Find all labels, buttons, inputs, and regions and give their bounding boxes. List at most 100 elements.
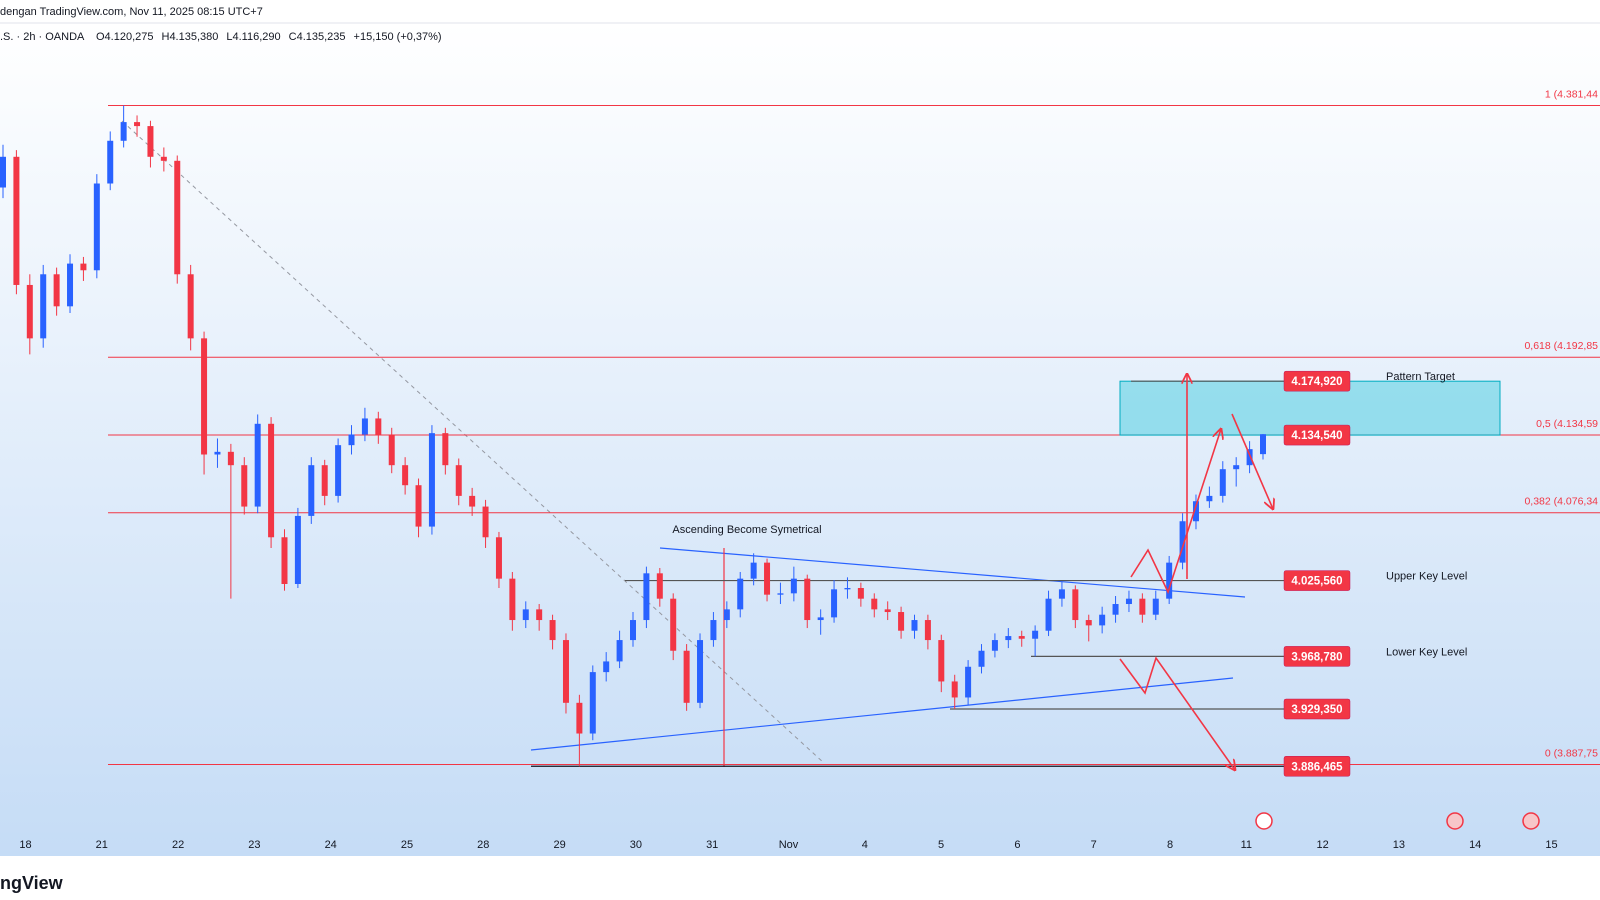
level-note: Upper Key Level — [1386, 570, 1467, 582]
price-box — [1283, 698, 1351, 720]
symbol: .S. · 2h · OANDA — [0, 31, 85, 43]
candle-body — [536, 609, 543, 621]
x-tick-label: 28 — [477, 839, 489, 851]
candle-body — [442, 433, 449, 466]
event-icon[interactable] — [1446, 812, 1464, 830]
x-tick-label: 7 — [1091, 839, 1097, 851]
candle-body — [884, 609, 891, 613]
candle-body — [227, 451, 234, 466]
candle-body — [764, 562, 771, 595]
ohlc-value: H4.135,380 — [162, 31, 219, 43]
candle-body — [951, 681, 958, 698]
candle-body — [214, 451, 221, 455]
candle-body — [187, 274, 194, 339]
x-tick-label: 5 — [938, 839, 944, 851]
candle-body — [924, 620, 931, 641]
x-tick-label: 24 — [325, 839, 337, 851]
source-text: dengan TradingView.com, Nov 11, 2025 08:… — [0, 6, 263, 18]
candle-body — [697, 640, 704, 703]
overlay: 1 (4.381,44 0,618 (4.192,85 0,5 (4.134,59 0… — [108, 88, 1600, 777]
price-box-label: 3.929,350 — [1291, 704, 1342, 716]
candle-body — [630, 620, 636, 641]
price-box-label: 3.968,780 — [1291, 651, 1342, 663]
candle-body — [1099, 614, 1106, 626]
candle-body — [26, 284, 33, 339]
candles — [0, 105, 1266, 767]
candle-body — [898, 612, 905, 631]
ohlc-value: C4.135,235 — [289, 31, 346, 43]
trend-dashed — [121, 120, 825, 764]
ohlc-row: .S. · 2h · OANDA O4.120,275 H4.135,380 L4.… — [0, 31, 442, 43]
candle-body — [777, 593, 784, 595]
candle-body — [13, 156, 20, 285]
candle-body — [750, 562, 757, 579]
candle-body — [1233, 465, 1240, 470]
candle-body — [683, 650, 690, 703]
ohlc-value: +15,150 (+0,37%) — [354, 31, 442, 43]
x-tick-label: 25 — [401, 839, 413, 851]
candle-body — [294, 515, 301, 584]
candle-body — [241, 465, 248, 507]
candle-body — [576, 702, 583, 734]
candle-body — [134, 122, 141, 127]
price-box-label: 4.174,920 — [1291, 376, 1342, 388]
candle-body — [361, 418, 368, 435]
x-tick-label: 11 — [1241, 839, 1252, 851]
candle-body — [147, 126, 154, 157]
candle-body — [831, 589, 838, 618]
ohlc-value: L4.116,290 — [226, 31, 280, 43]
candle-body — [415, 485, 422, 527]
candle-body — [120, 122, 127, 141]
candle-body — [335, 445, 342, 496]
candle-body — [857, 588, 864, 599]
candle-body — [670, 598, 677, 651]
candle-body — [1112, 604, 1119, 615]
candle-body — [375, 418, 382, 435]
x-tick-label: 31 — [706, 839, 718, 851]
candle-body — [844, 588, 851, 590]
triangle-lower — [530, 677, 1234, 751]
candle-body — [1246, 449, 1253, 466]
event-icon[interactable] — [1522, 812, 1540, 830]
arrows — [1119, 374, 1273, 770]
candle-body — [1166, 562, 1173, 599]
candle-body — [268, 423, 275, 538]
fib-label: 0,382 (4.076,34 — [1524, 496, 1598, 508]
level-note: Pattern Target — [1386, 371, 1455, 383]
candle-body — [991, 640, 998, 651]
candle-body — [174, 160, 181, 275]
ohlc-value: O4.120,275 — [96, 31, 154, 43]
candle-body — [254, 423, 261, 507]
price-box — [1283, 370, 1351, 392]
price-box — [1283, 756, 1351, 777]
candle-body — [643, 573, 650, 621]
candle-body — [871, 598, 878, 610]
candle-body — [603, 661, 610, 673]
candle-body — [1085, 620, 1092, 626]
candle-body — [723, 609, 730, 621]
fib-label: 1 (4.381,44 — [1545, 88, 1598, 100]
candle-body — [804, 578, 811, 621]
arrow-zigzag-down — [1119, 656, 1235, 770]
candle-body — [938, 640, 945, 682]
candle-body — [1018, 636, 1025, 639]
candle-body — [428, 433, 435, 527]
event-icons — [1255, 812, 1540, 830]
candle-body — [1206, 495, 1213, 502]
candle-body — [40, 274, 47, 339]
event-icon[interactable] — [1255, 812, 1273, 830]
candle-body — [549, 620, 556, 641]
x-tick-label: 29 — [553, 839, 565, 851]
candle-body — [1192, 501, 1199, 522]
candle-body — [562, 640, 569, 703]
x-tick-label: 8 — [1167, 839, 1173, 851]
candle-body — [93, 183, 100, 271]
candle-body — [201, 338, 208, 455]
price-box — [1283, 424, 1351, 446]
candle-body — [737, 578, 744, 610]
price-box — [1283, 646, 1351, 667]
candle-body — [469, 495, 476, 507]
x-tick-label: 6 — [1014, 839, 1020, 851]
candle-body — [965, 666, 972, 698]
